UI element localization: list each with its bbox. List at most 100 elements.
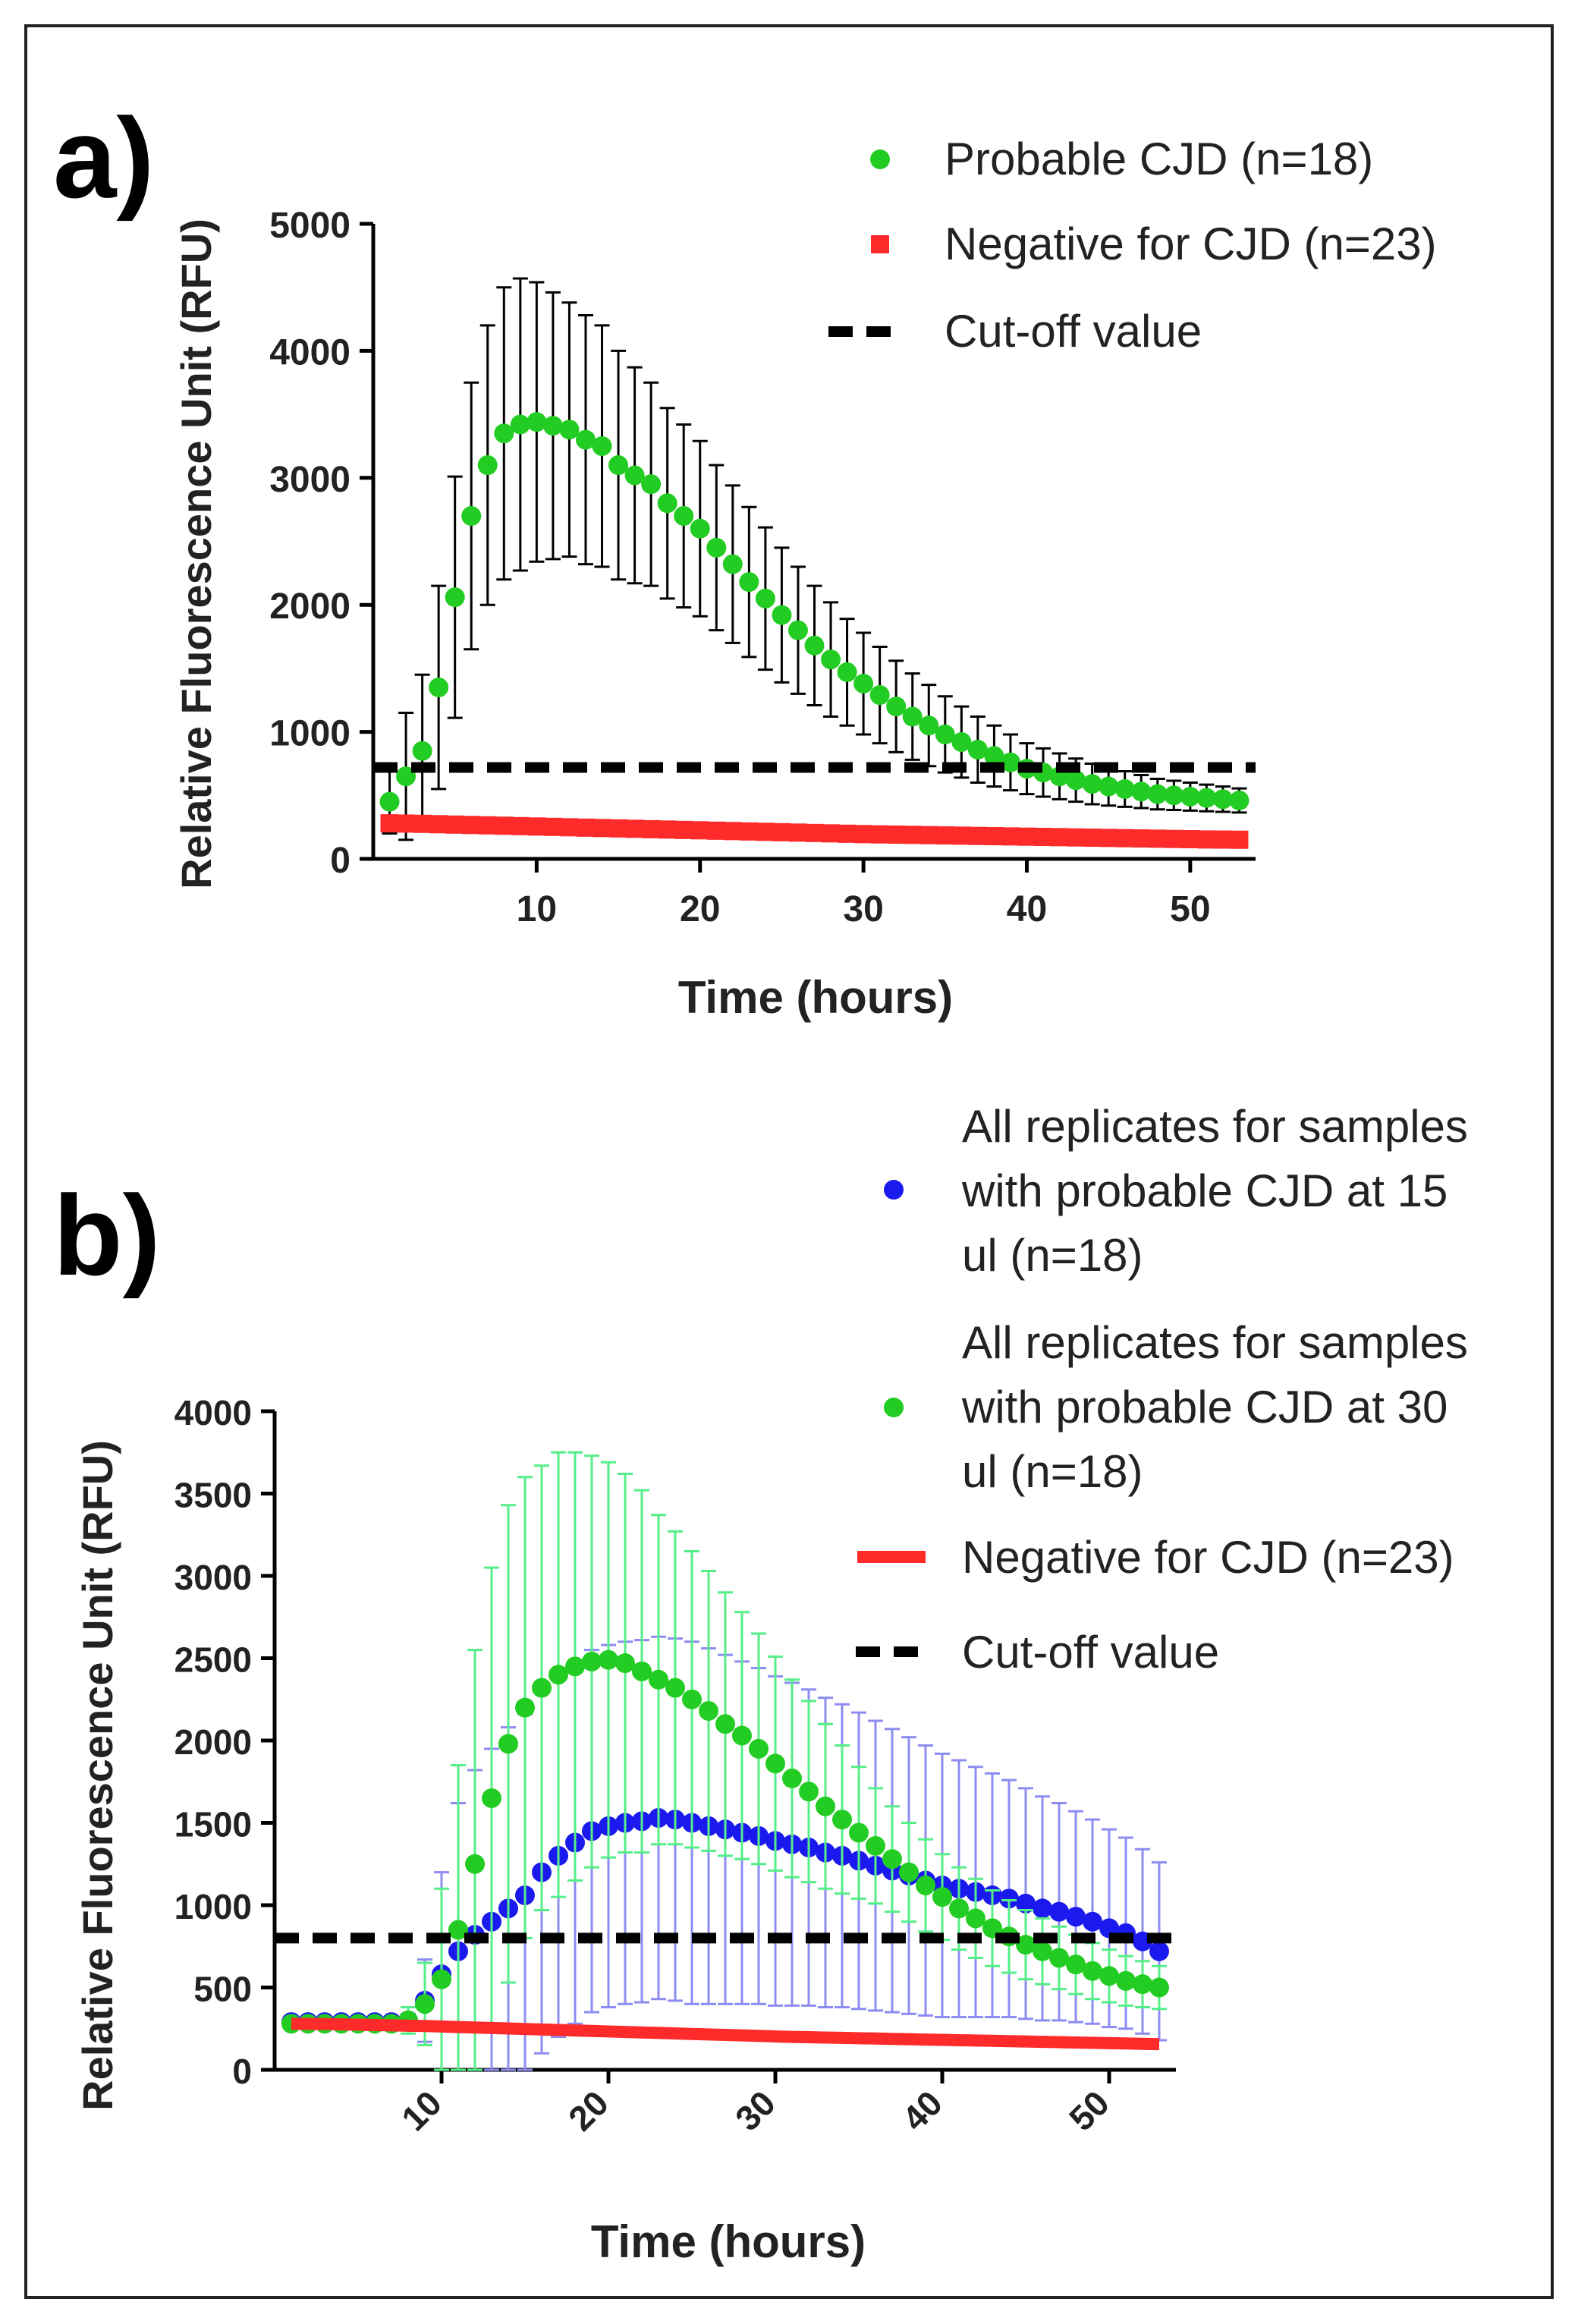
- a-data-point: [821, 649, 841, 670]
- b-data-point: [482, 1788, 501, 1808]
- legend-b-15ul-label-source: All replicates for samples with probable…: [962, 1288, 1002, 1291]
- a-data-point: [527, 412, 547, 432]
- a-data-point: [608, 455, 629, 476]
- a-y-tick-label: 1000: [269, 714, 350, 754]
- b-y-tick-label: 0: [232, 2052, 252, 2091]
- panel-a: a) Relative Fluorescence Unit (RFU) Time…: [53, 94, 1437, 1023]
- b-data-point: [1116, 1970, 1136, 1991]
- b-data-point: [682, 1689, 702, 1709]
- a-data-point: [1212, 789, 1233, 810]
- panel-b-legend: All replicates for samples with probable…: [856, 1101, 1468, 1678]
- a-data-point: [1196, 788, 1217, 808]
- b-data-point: [632, 1661, 652, 1681]
- legend-a-probable-label: Probable CJD (n=18): [945, 134, 1373, 184]
- a-data-point: [787, 620, 808, 640]
- b-data-point: [1033, 1941, 1052, 1961]
- a-data-point: [1050, 828, 1069, 847]
- b-data-point: [1066, 1954, 1086, 1975]
- a-data-point: [935, 724, 955, 744]
- a-data-point: [674, 506, 694, 527]
- a-data-point: [461, 506, 482, 527]
- a-x-tick-label: 40: [1007, 889, 1047, 929]
- a-data-point: [772, 605, 792, 625]
- b-data-point: [532, 1678, 552, 1698]
- panel-b-y-axis-label: Relative Fluorescence Unit (RFU): [74, 1440, 121, 2111]
- a-data-point: [1034, 828, 1053, 847]
- panel-b-label: b): [53, 1171, 161, 1299]
- legend-b-negative-label: Negative for CJD (n=23): [962, 1532, 1454, 1583]
- a-data-point: [379, 791, 400, 812]
- a-data-point: [510, 414, 530, 435]
- legend-a-negative-label: Negative for CJD (n=23): [945, 219, 1437, 269]
- a-data-point: [511, 816, 530, 835]
- a-data-point: [707, 821, 726, 840]
- a-data-point: [853, 673, 874, 693]
- a-data-point: [1147, 784, 1168, 804]
- a-data-point: [1230, 830, 1249, 849]
- a-y-tick-label: 3000: [269, 460, 350, 500]
- a-data-point: [723, 822, 742, 841]
- panel-a-x-axis-label: Time (hours): [678, 972, 953, 1023]
- a-x-tick-label: 50: [1170, 889, 1210, 929]
- b-data-point: [749, 1738, 769, 1759]
- a-data-point: [706, 537, 727, 558]
- a-data-point: [642, 819, 661, 838]
- a-data-point: [592, 436, 612, 456]
- b-data-point: [1016, 1893, 1036, 1914]
- a-data-point: [1083, 829, 1102, 848]
- a-x-tick-label: 10: [517, 889, 557, 929]
- a-data-point: [1180, 786, 1200, 807]
- a-data-point: [429, 815, 448, 834]
- a-data-point: [593, 819, 611, 838]
- b-data-point: [498, 1734, 518, 1754]
- b-data-point: [599, 1649, 618, 1670]
- b-data-point: [649, 1669, 668, 1690]
- a-data-point: [397, 814, 416, 833]
- b-data-point: [966, 1908, 985, 1929]
- legend-b-30ul-label-source: All replicates for samples with probable…: [962, 1505, 1002, 1507]
- a-data-point: [1000, 752, 1020, 772]
- a-data-point: [1115, 829, 1134, 848]
- a-data-point: [854, 825, 873, 844]
- b-data-point: [565, 1656, 585, 1677]
- a-data-point: [1082, 774, 1102, 794]
- a-x-tick-label: 20: [680, 889, 720, 929]
- b-data-point: [515, 1697, 535, 1718]
- a-y-tick-label: 5000: [269, 206, 350, 246]
- a-data-point: [658, 820, 677, 839]
- b-data-point: [1133, 1974, 1152, 1995]
- a-data-point: [1066, 770, 1086, 791]
- a-data-point: [609, 819, 628, 838]
- a-data-point: [805, 823, 824, 842]
- a-data-point: [477, 455, 498, 476]
- a-data-point: [985, 827, 1004, 846]
- a-data-point: [1197, 830, 1216, 849]
- a-data-point: [1132, 829, 1151, 848]
- b-data-point: [1149, 1941, 1169, 1961]
- b-data-point: [1016, 1935, 1036, 1955]
- a-data-point: [641, 474, 662, 495]
- b-data-point: [816, 1796, 835, 1816]
- a-data-point: [951, 731, 972, 752]
- a-data-point: [837, 662, 857, 682]
- a-series-1: [380, 814, 1249, 849]
- a-data-point: [1213, 830, 1232, 849]
- a-data-point: [412, 741, 432, 761]
- a-data-point: [722, 554, 743, 574]
- b-y-tick-label: 3500: [174, 1476, 252, 1515]
- b-y-tick-label: 3000: [174, 1558, 252, 1597]
- a-data-point: [576, 818, 595, 837]
- a-data-point: [560, 818, 579, 837]
- a-data-point: [822, 824, 841, 843]
- panel-b-x-axis-label: Time (hours): [591, 2216, 866, 2267]
- b-data-point: [732, 1725, 752, 1746]
- a-data-point: [755, 588, 775, 609]
- a-data-point: [1114, 778, 1135, 799]
- panel-a-y-axis-label: Relative Fluorescence Unit (RFU): [172, 219, 220, 889]
- a-data-point: [739, 572, 759, 593]
- a-data-point: [967, 740, 988, 760]
- a-data-point: [527, 817, 546, 836]
- a-x-tick-label: 30: [843, 889, 883, 929]
